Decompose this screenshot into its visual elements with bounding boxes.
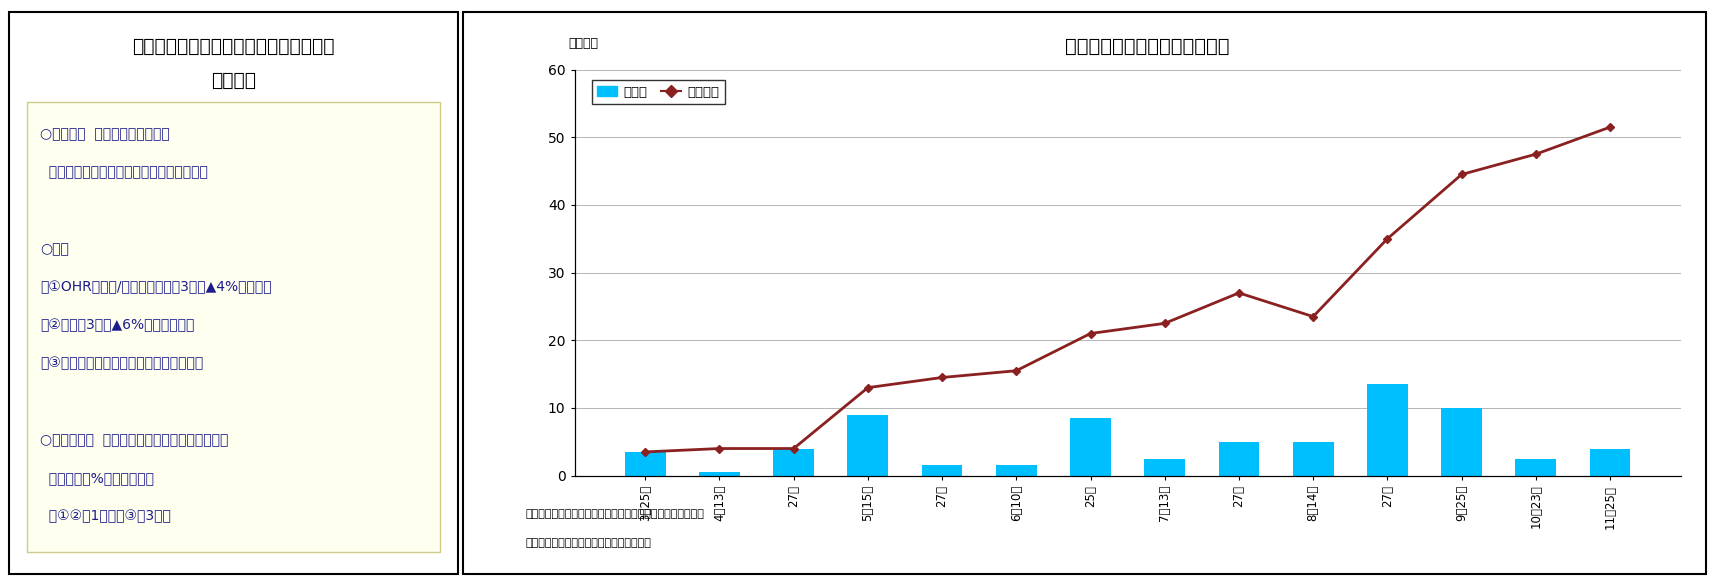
- Text: （概要）: （概要）: [211, 71, 255, 90]
- Bar: [773, 448, 814, 476]
- Text: ○要件: ○要件: [39, 242, 69, 256]
- Bar: [1440, 408, 1481, 476]
- Bar: [1589, 448, 1630, 476]
- Text: 年＋０．１%（上限あり）: 年＋０．１%（上限あり）: [39, 471, 154, 485]
- Text: （注）日付は貸付日、金額はオペ実施結果における見込み額: （注）日付は貸付日、金額はオペ実施結果における見込み額: [524, 509, 704, 520]
- Text: ・①②は1年間、③は3年間: ・①②は1年間、③は3年間: [39, 509, 171, 524]
- Text: 新型コロナ対応特別オペの結果: 新型コロナ対応特別オペの結果: [1064, 37, 1229, 56]
- Bar: [1143, 459, 1184, 476]
- Bar: [847, 415, 888, 476]
- Text: （資料）日銀よりニッセイ基礎研究所作成: （資料）日銀よりニッセイ基礎研究所作成: [524, 538, 651, 548]
- Bar: [624, 452, 665, 476]
- Bar: [1292, 442, 1333, 476]
- Text: ○対象先：  地域銀行、信用金庫: ○対象先： 地域銀行、信用金庫: [39, 127, 170, 141]
- FancyBboxPatch shape: [463, 12, 1705, 574]
- Text: ③経営統合等を行う旨の機関決定を実施: ③経営統合等を行う旨の機関決定を実施: [39, 357, 204, 371]
- Text: 地域金融強化のための特別当座預金制度: 地域金融強化のための特別当座預金制度: [132, 37, 334, 56]
- Bar: [1366, 384, 1407, 476]
- Bar: [920, 465, 962, 476]
- Bar: [1070, 418, 1111, 476]
- FancyBboxPatch shape: [26, 102, 440, 552]
- Text: ①OHR（経費/業務粗利益）を3年で▲4%引き下げ: ①OHR（経費/業務粗利益）を3年で▲4%引き下げ: [39, 280, 271, 294]
- FancyBboxPatch shape: [9, 12, 458, 574]
- Bar: [1219, 442, 1258, 476]
- Bar: [699, 472, 739, 476]
- Text: ・その他地域金融機関については今後決定: ・その他地域金融機関については今後決定: [39, 165, 207, 179]
- Text: （兆円）: （兆円）: [569, 37, 598, 50]
- Bar: [1515, 459, 1555, 476]
- Bar: [996, 465, 1035, 476]
- Text: ○特別付利：  日銀当預の超過準備残高に対して: ○特別付利： 日銀当預の超過準備残高に対して: [39, 433, 228, 447]
- Legend: 貸付額, 貸出残高: 貸付額, 貸出残高: [591, 80, 725, 104]
- Text: ②経費を3年で▲6%引き下げ　等: ②経費を3年で▲6%引き下げ 等: [39, 318, 194, 332]
